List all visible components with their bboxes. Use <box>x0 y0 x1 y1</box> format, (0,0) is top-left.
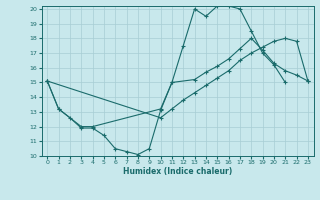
X-axis label: Humidex (Indice chaleur): Humidex (Indice chaleur) <box>123 167 232 176</box>
